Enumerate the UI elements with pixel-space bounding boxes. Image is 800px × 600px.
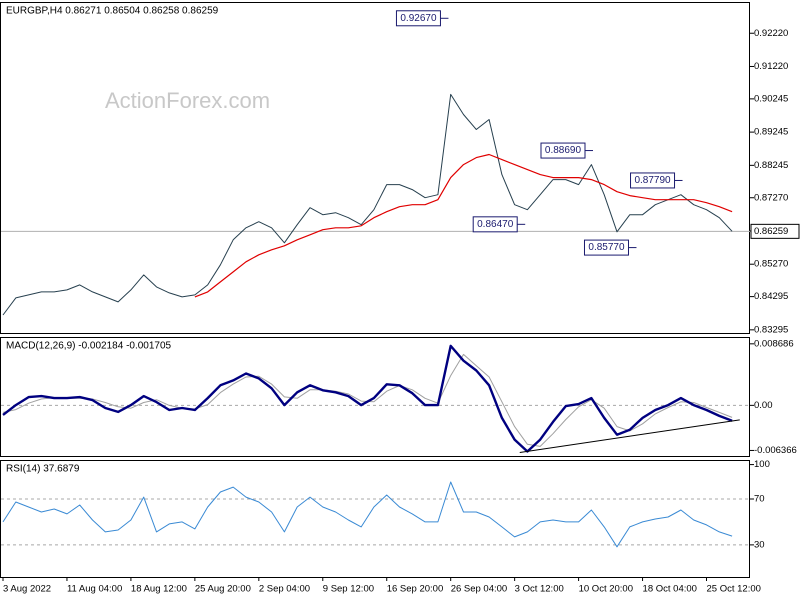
annotation-label: 0.85770 (588, 242, 625, 253)
y-tick-label: 30 (754, 539, 765, 550)
panel-title: RSI(14) 37.6879 (6, 464, 80, 475)
trend-line (519, 419, 740, 453)
y-tick-label: 70 (754, 494, 765, 505)
annotation-box (630, 172, 676, 189)
series-line (2, 93, 733, 316)
y-tick-label: 0.84295 (754, 291, 788, 302)
panel-frame (0, 2, 750, 334)
y-tick-label: 0.008686 (754, 338, 794, 349)
series-line (2, 344, 733, 453)
y-tick-label: 0.00 (754, 400, 773, 411)
series-line (194, 153, 733, 298)
x-tick-label: 18 Aug 12:00 (131, 584, 187, 595)
x-tick-label: 2 Sep 04:00 (259, 584, 310, 595)
y-tick-label: 100 (754, 459, 770, 470)
panel-title: MACD(12,26,9) -0.002184 -0.001705 (6, 341, 172, 352)
y-tick-label: 0.83295 (754, 324, 788, 335)
annotation-box (395, 10, 441, 27)
series-line (2, 481, 733, 548)
annotation-label: 0.86470 (477, 219, 514, 230)
y-tick-label: 0.91220 (754, 61, 788, 72)
x-tick-label: 10 Oct 20:00 (579, 584, 633, 595)
y-tick-label: 0.87270 (754, 192, 788, 203)
y-tick-label: 0.88245 (754, 160, 788, 171)
x-tick-label: 11 Aug 04:00 (67, 584, 122, 595)
y-tick-label: 0.92220 (754, 28, 788, 39)
annotation-box (583, 239, 629, 256)
annotation-label: 0.92670 (400, 13, 437, 24)
y-tick-label: -0.006366 (754, 445, 797, 456)
y-tick-label: 0.89245 (754, 127, 788, 138)
x-tick-label: 25 Oct 12:00 (707, 584, 761, 595)
y-tick-label: 0.85270 (754, 259, 788, 270)
last-price-box (750, 223, 800, 239)
x-tick-label: 3 Oct 12:00 (515, 584, 564, 595)
panel-title: EURGBP,H4 0.86271 0.86504 0.86258 0.8625… (6, 6, 219, 17)
watermark: ActionForex.com (105, 88, 270, 113)
panel-frame (0, 460, 750, 578)
x-tick-label: 9 Sep 12:00 (323, 584, 374, 595)
annotation-label: 0.88690 (545, 145, 582, 156)
y-tick-label: 0.90245 (754, 93, 788, 104)
x-tick-label: 25 Aug 20:00 (195, 584, 251, 595)
annotation-box (540, 142, 586, 159)
annotation-box (472, 216, 518, 233)
annotation-label: 0.87790 (634, 175, 671, 186)
last-price-label: 0.86259 (754, 226, 788, 237)
x-tick-label: 3 Aug 2022 (3, 584, 51, 595)
x-tick-label: 26 Sep 04:00 (451, 584, 508, 595)
x-tick-label: 18 Oct 04:00 (643, 584, 697, 595)
panel-frame (0, 337, 750, 457)
x-tick-label: 16 Sep 20:00 (387, 584, 444, 595)
